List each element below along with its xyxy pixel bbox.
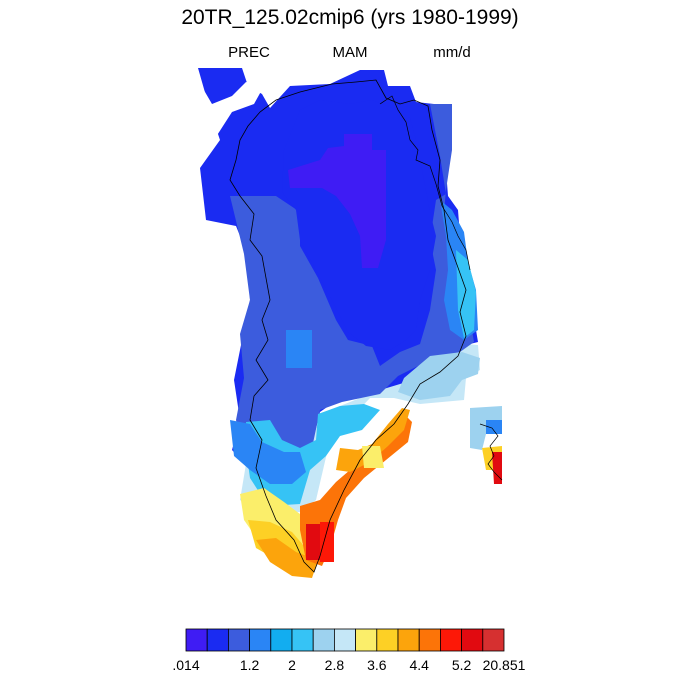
- colorbar-swatch: [249, 628, 272, 652]
- colorbar-tick-label: 1.2: [240, 657, 260, 673]
- precip-region-blue-south: [230, 420, 306, 484]
- precip-region-light-blue-east: [398, 352, 480, 400]
- colorbar-swatch: [418, 628, 441, 652]
- colorbar-tick-label: 2: [288, 657, 296, 673]
- precip-region-violet-minimum: [288, 134, 386, 268]
- colorbar-swatch: [227, 628, 250, 652]
- colorbar-swatch: [355, 628, 378, 652]
- colorbar-swatch: [270, 628, 293, 652]
- colorbar-swatch: [312, 628, 335, 652]
- units-label: mm/d: [433, 44, 471, 61]
- colorbar-tick-label: 5.2: [452, 657, 472, 673]
- colorbar-swatch: [185, 628, 208, 652]
- colorbar-swatch: [397, 628, 420, 652]
- precip-region-blue-east-mid: [286, 330, 312, 368]
- precip-region-east-island-blue: [486, 420, 502, 434]
- colorbar-swatch: [206, 628, 229, 652]
- precip-region-medium-blue: [230, 104, 474, 468]
- colorbar-tick-label: 4.4: [409, 657, 429, 673]
- precip-region-orange-east: [336, 408, 410, 472]
- precip-region-red-tip: [320, 522, 334, 562]
- colorbar-tick-label: 2.8: [325, 657, 345, 673]
- colorbar-tick-label: 3.6: [367, 657, 387, 673]
- colorbar-swatch: [439, 628, 462, 652]
- coastline-east-island: [479, 423, 503, 481]
- colorbar-swatch: [482, 628, 505, 652]
- precip-region-orange: [256, 538, 318, 578]
- colorbar-swatch: [333, 628, 356, 652]
- map-title: 20TR_125.02cmip6 (yrs 1980-1999): [181, 6, 519, 29]
- precip-region-yellow-east: [362, 446, 384, 468]
- coastline-fjords-east: [379, 95, 471, 271]
- colorbar-tick-label: 20.851: [483, 657, 526, 673]
- colorbar-swatch: [461, 628, 484, 652]
- variable-label: PREC: [228, 44, 270, 61]
- inlet-north-west: [198, 68, 264, 160]
- inlet-north: [264, 68, 284, 96]
- colorbar-tick-label: .014: [172, 657, 199, 673]
- precip-region-red-spot: [306, 524, 320, 560]
- colorbar-swatch: [376, 628, 399, 652]
- coastline-greenland: [229, 79, 467, 573]
- precip-region-east-island-red: [492, 452, 502, 484]
- season-label: MAM: [332, 44, 368, 61]
- colorbar-swatch: [291, 628, 314, 652]
